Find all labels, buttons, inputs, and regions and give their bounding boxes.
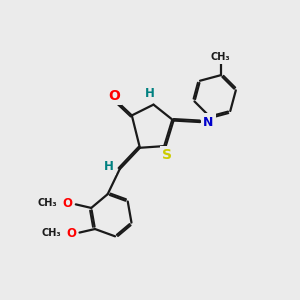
Text: N: N bbox=[203, 116, 214, 128]
Text: CH₃: CH₃ bbox=[41, 229, 61, 238]
Text: H: H bbox=[104, 160, 114, 173]
Text: O: O bbox=[62, 197, 72, 210]
Text: O: O bbox=[66, 227, 76, 240]
Text: O: O bbox=[108, 88, 120, 103]
Text: H: H bbox=[145, 87, 155, 100]
Text: S: S bbox=[162, 148, 172, 163]
Text: CH₃: CH₃ bbox=[211, 52, 230, 62]
Text: CH₃: CH₃ bbox=[38, 199, 57, 208]
